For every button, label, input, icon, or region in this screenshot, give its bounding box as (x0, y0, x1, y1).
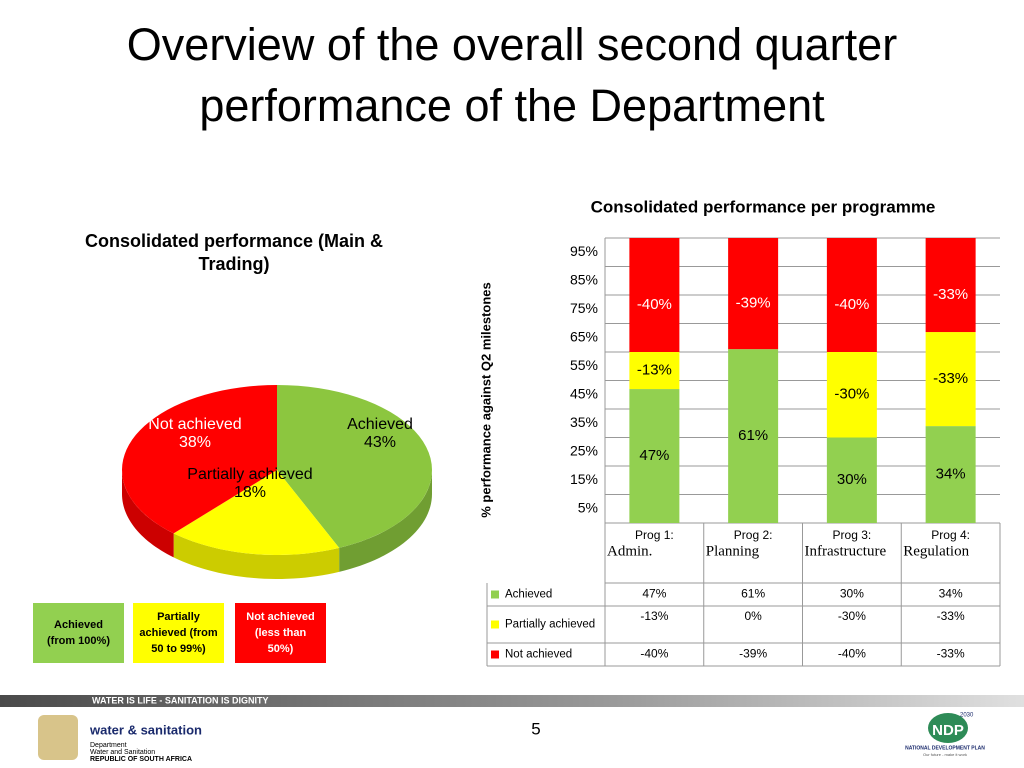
category-name: Planning (706, 543, 760, 559)
y-tick-label: 65% (570, 328, 598, 344)
y-tick-label: 15% (570, 471, 598, 487)
table-value: 30% (840, 587, 864, 601)
legend-label: Partially achieved (505, 619, 595, 631)
category-name: Regulation (903, 543, 969, 559)
table-value: -39% (739, 647, 767, 661)
pie-side (339, 470, 432, 572)
key-box: Achieved (from 100%) (33, 603, 124, 663)
bar-label: -40% (834, 296, 869, 313)
category-label: Prog 2: (734, 528, 773, 542)
page-number: 5 (531, 719, 540, 738)
y-tick-label: 85% (570, 271, 598, 287)
y-tick-label: 55% (570, 357, 598, 373)
dept-line: REPUBLIC OF SOUTH AFRICA (90, 756, 192, 763)
category-name: Admin. (607, 543, 652, 559)
bar-label: 61% (738, 427, 768, 444)
coat-of-arms (38, 715, 78, 760)
table-value: 0% (744, 609, 762, 623)
table-value: -33% (937, 609, 965, 623)
bar-segment (728, 349, 779, 523)
table-value: -33% (937, 647, 965, 661)
y-tick-label: 5% (578, 499, 598, 515)
bar-segment (826, 352, 877, 438)
ndp-year: 2030 (960, 713, 974, 719)
bar-label: 47% (639, 447, 669, 464)
category-label: Prog 4: (931, 528, 970, 542)
bar-segment (629, 352, 680, 390)
slice-value: 43% (364, 434, 396, 451)
dept-line: Department (90, 742, 127, 749)
bar-label: 30% (837, 471, 867, 488)
key-box: Not achieved (less than 50%) (235, 603, 326, 663)
legend-label: Not achieved (505, 649, 572, 661)
legend-label: Achieved (505, 589, 552, 601)
ndp-tag: Our future - make it work (923, 752, 967, 757)
y-tick-label: 75% (570, 300, 598, 316)
dept-line: Water and Sanitation (90, 749, 155, 756)
slice-value: 38% (179, 434, 211, 451)
slice-label: Achieved (347, 416, 413, 433)
category-label: Prog 1: (635, 528, 674, 542)
legend-swatch (491, 590, 499, 599)
slice-value: 18% (234, 484, 266, 501)
pie-side (122, 470, 174, 558)
bar-segment (629, 238, 680, 352)
table-value: -40% (640, 647, 668, 661)
slice-label: Partially achieved (187, 466, 312, 483)
table-value: -13% (640, 609, 668, 623)
ndp-logo (928, 713, 968, 743)
y-axis-label: % performance against Q2 milestones (478, 282, 493, 518)
brand: water & sanitation (89, 722, 202, 737)
bar-segment (629, 389, 680, 523)
pie-slice (122, 385, 277, 534)
table-value: 61% (741, 587, 765, 601)
slide-title: Overview of the overall second quarter p… (126, 19, 898, 131)
bar-label: -39% (736, 295, 771, 312)
legend-swatch (491, 620, 499, 629)
bar-label: -33% (933, 370, 968, 387)
y-tick-label: 25% (570, 442, 598, 458)
bar-label: -13% (637, 361, 672, 378)
bar-segment (925, 332, 976, 427)
ndp: NDP (932, 722, 964, 739)
table-value: -40% (838, 647, 866, 661)
table-value: 34% (939, 587, 963, 601)
pie-slice (173, 470, 340, 555)
slogan: WATER IS LIFE - SANITATION IS DIGNITY (92, 695, 269, 705)
y-tick-label: 35% (570, 414, 598, 430)
table-value: 47% (642, 587, 666, 601)
slice-label: Not achieved (148, 416, 241, 433)
bar-segment (826, 437, 877, 523)
table-value: -30% (838, 609, 866, 623)
pie-side (173, 533, 340, 579)
bar-label: -33% (933, 286, 968, 303)
legend-swatch (491, 650, 499, 659)
key-box: Partially achieved (from 50 to 99%) (133, 603, 224, 663)
bar-label: -30% (834, 386, 869, 403)
y-tick-label: 45% (570, 385, 598, 401)
category-label: Prog 3: (833, 528, 872, 542)
bar-label: 34% (936, 466, 966, 483)
chart-title: Consolidated performance per programme (591, 197, 936, 216)
bar-label: -40% (637, 296, 672, 313)
pie-slice (277, 385, 432, 548)
footer-band (0, 695, 1024, 707)
y-tick-label: 95% (570, 243, 598, 259)
bar-segment (826, 238, 877, 352)
category-name: Infrastructure (805, 543, 887, 559)
pie-title: Consolidated performance (Main & Trading… (84, 231, 384, 274)
ndp-name: NATIONAL DEVELOPMENT PLAN (905, 745, 985, 751)
bar-segment (925, 426, 976, 523)
bar-segment (925, 238, 976, 333)
bar-segment (728, 238, 779, 350)
